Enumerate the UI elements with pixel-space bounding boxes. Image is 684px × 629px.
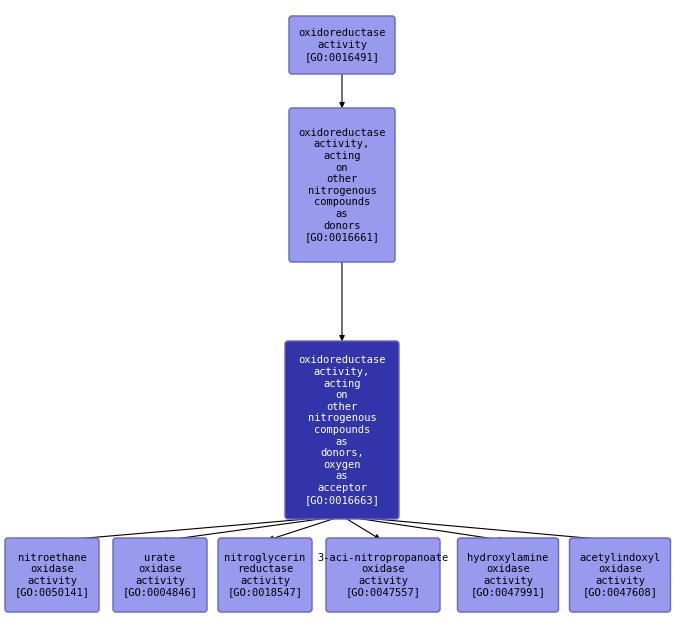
Text: nitroglycerin
reductase
activity
[GO:0018547]: nitroglycerin reductase activity [GO:001… (224, 553, 306, 598)
FancyBboxPatch shape (289, 16, 395, 74)
Text: hydroxylamine
oxidase
activity
[GO:0047991]: hydroxylamine oxidase activity [GO:00479… (467, 553, 549, 598)
Text: oxidoreductase
activity
[GO:0016491]: oxidoreductase activity [GO:0016491] (298, 28, 386, 62)
Text: urate
oxidase
activity
[GO:0004846]: urate oxidase activity [GO:0004846] (122, 553, 198, 598)
FancyBboxPatch shape (285, 341, 399, 519)
FancyBboxPatch shape (218, 538, 312, 612)
FancyBboxPatch shape (5, 538, 99, 612)
Text: nitroethane
oxidase
activity
[GO:0050141]: nitroethane oxidase activity [GO:0050141… (14, 553, 90, 598)
Text: oxidoreductase
activity,
acting
on
other
nitrogenous
compounds
as
donors
[GO:001: oxidoreductase activity, acting on other… (298, 128, 386, 242)
Text: acetylindoxyl
oxidase
activity
[GO:0047608]: acetylindoxyl oxidase activity [GO:00476… (579, 553, 661, 598)
FancyBboxPatch shape (570, 538, 670, 612)
FancyBboxPatch shape (289, 108, 395, 262)
FancyBboxPatch shape (458, 538, 559, 612)
Text: oxidoreductase
activity,
acting
on
other
nitrogenous
compounds
as
donors,
oxygen: oxidoreductase activity, acting on other… (298, 355, 386, 504)
Text: 3-aci-nitropropanoate
oxidase
activity
[GO:0047557]: 3-aci-nitropropanoate oxidase activity [… (317, 553, 449, 598)
FancyBboxPatch shape (113, 538, 207, 612)
FancyBboxPatch shape (326, 538, 440, 612)
